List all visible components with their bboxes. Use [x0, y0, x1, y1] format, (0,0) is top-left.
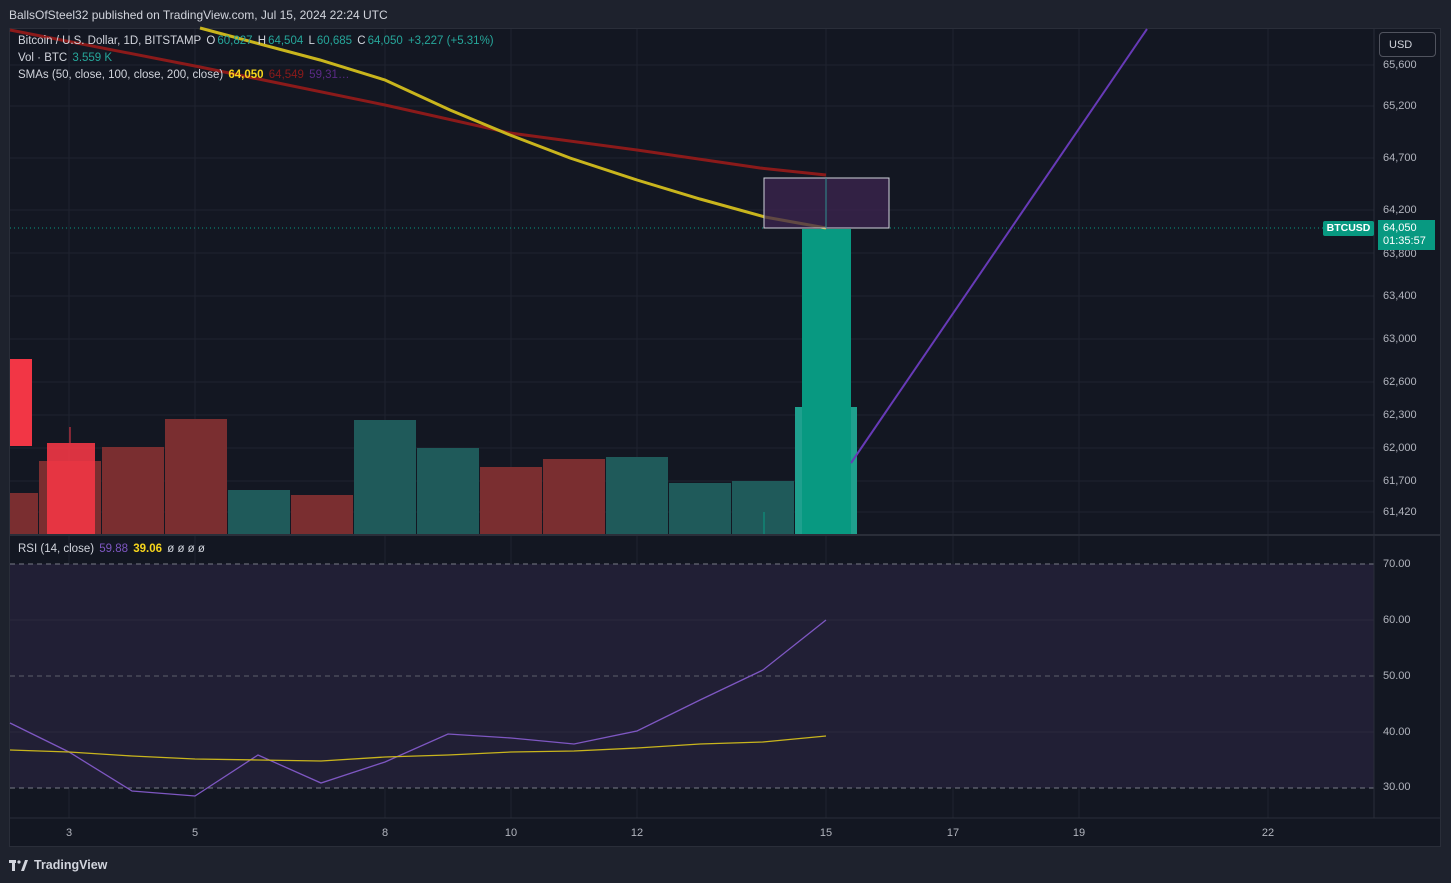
price-axis-label: 63,800: [1383, 248, 1417, 260]
candle: [47, 443, 95, 534]
volume-bar: [480, 467, 542, 534]
volume-bar: [291, 495, 353, 534]
sma-legend[interactable]: SMAs (50, close, 100, close, 200, close)…: [18, 69, 351, 81]
price-axis-label: 61,700: [1383, 475, 1417, 487]
price-axis-label: 64,200: [1383, 204, 1417, 216]
price-axis-label: 61,420: [1383, 506, 1417, 518]
sma-200-value: 59,31…: [309, 69, 350, 81]
rsi-axis-label: 30.00: [1383, 781, 1411, 793]
ohlc-close-label: C: [357, 35, 366, 47]
price-axis-label: 62,600: [1383, 376, 1417, 388]
price-change: +3,227 (+5.31%): [407, 35, 494, 47]
rsi-extra-values: ø ø ø ø: [167, 543, 205, 555]
ohlc-low: 60,685: [316, 35, 353, 47]
rsi-line: [9, 619, 827, 797]
publisher-text: BallsOfSteel32 published on TradingView.…: [9, 8, 388, 22]
sma-100-line: [9, 28, 827, 177]
sma-100-value: 64,549: [268, 69, 304, 81]
publisher-bar: BallsOfSteel32 published on TradingView.…: [0, 0, 1451, 28]
price-axis-label: 62,000: [1383, 442, 1417, 454]
volume-value: 3.559 K: [72, 52, 113, 64]
symbol-legend[interactable]: Bitcoin / U.S. Dollar, 1D, BITSTAMP O 60,…: [18, 35, 496, 47]
symbol-price-tag: BTCUSD: [1323, 221, 1374, 236]
volume-bar: [165, 419, 227, 534]
ohlc-close: 64,050: [367, 35, 403, 47]
volume-bar: [732, 481, 794, 534]
volume-bar: [10, 493, 38, 534]
last-price-tag: 64,050 01:35:57: [1378, 220, 1435, 250]
time-axis-label: 10: [504, 827, 518, 839]
time-axis-label: 3: [65, 827, 73, 839]
volume-legend[interactable]: Vol · BTC 3.559 K: [18, 52, 114, 64]
symbol-title: Bitcoin / U.S. Dollar, 1D, BITSTAMP: [18, 35, 202, 47]
ohlc-low-label: L: [308, 35, 315, 47]
trend-line[interactable]: [850, 28, 1148, 464]
volume-bar: [543, 459, 605, 534]
candle: [802, 229, 851, 534]
volume-bars: [10, 407, 857, 534]
rsi-ma-value: 39.06: [133, 543, 163, 555]
rsi-axis-label: 60.00: [1383, 614, 1411, 626]
sma-50-line: [199, 26, 827, 230]
time-axis-label: 8: [381, 827, 389, 839]
price-axis-label: 65,200: [1383, 100, 1417, 112]
currency-button[interactable]: USD: [1379, 32, 1436, 57]
time-axis-label: 22: [1261, 827, 1275, 839]
ohlc-open-label: O: [206, 35, 216, 47]
volume-bar: [102, 447, 164, 534]
rsi-ma-line: [9, 735, 827, 762]
volume-bar: [354, 420, 416, 534]
volume-bar: [417, 448, 479, 534]
rsi-axis-label: 50.00: [1383, 670, 1411, 682]
time-axis-label: 17: [946, 827, 960, 839]
rsi-legend[interactable]: RSI (14, close) 59.88 39.06 ø ø ø ø: [18, 543, 207, 555]
volume-bar: [228, 490, 290, 534]
volume-bar: [606, 457, 668, 534]
tradingview-logo[interactable]: TradingView: [9, 858, 107, 872]
tradingview-logo-icon: [9, 859, 28, 871]
bar-countdown: 01:35:57: [1383, 235, 1426, 247]
rsi-label: RSI (14, close): [18, 543, 95, 555]
ohlc-high: 64,504: [268, 35, 304, 47]
rsi-value: 59.88: [99, 543, 129, 555]
volume-bar: [669, 483, 731, 534]
time-axis-label: 5: [191, 827, 199, 839]
ohlc-high-label: H: [257, 35, 267, 47]
price-axis-label: 62,300: [1383, 409, 1417, 421]
price-axis-label: 63,400: [1383, 290, 1417, 302]
time-axis-label: 12: [630, 827, 644, 839]
price-axis-label: 65,600: [1383, 59, 1417, 71]
time-axis-label: 19: [1072, 827, 1086, 839]
price-axis-label: 63,000: [1383, 333, 1417, 345]
footer: TradingView: [0, 848, 1451, 883]
sma-label: SMAs (50, close, 100, close, 200, close): [18, 69, 224, 81]
candles: [10, 229, 851, 534]
ohlc-open: 60,827: [217, 35, 253, 47]
rsi-band: [10, 564, 1374, 788]
rsi-axis-label: 40.00: [1383, 726, 1411, 738]
time-axis-label: 15: [819, 827, 833, 839]
sma-50-value: 64,050: [228, 69, 264, 81]
rsi-axis-label: 70.00: [1383, 558, 1411, 570]
volume-label: Vol · BTC: [18, 52, 68, 64]
candle: [10, 359, 32, 446]
brand-name: TradingView: [34, 858, 108, 872]
price-axis-label: 64,700: [1383, 152, 1417, 164]
last-price: 64,050: [1383, 222, 1417, 234]
